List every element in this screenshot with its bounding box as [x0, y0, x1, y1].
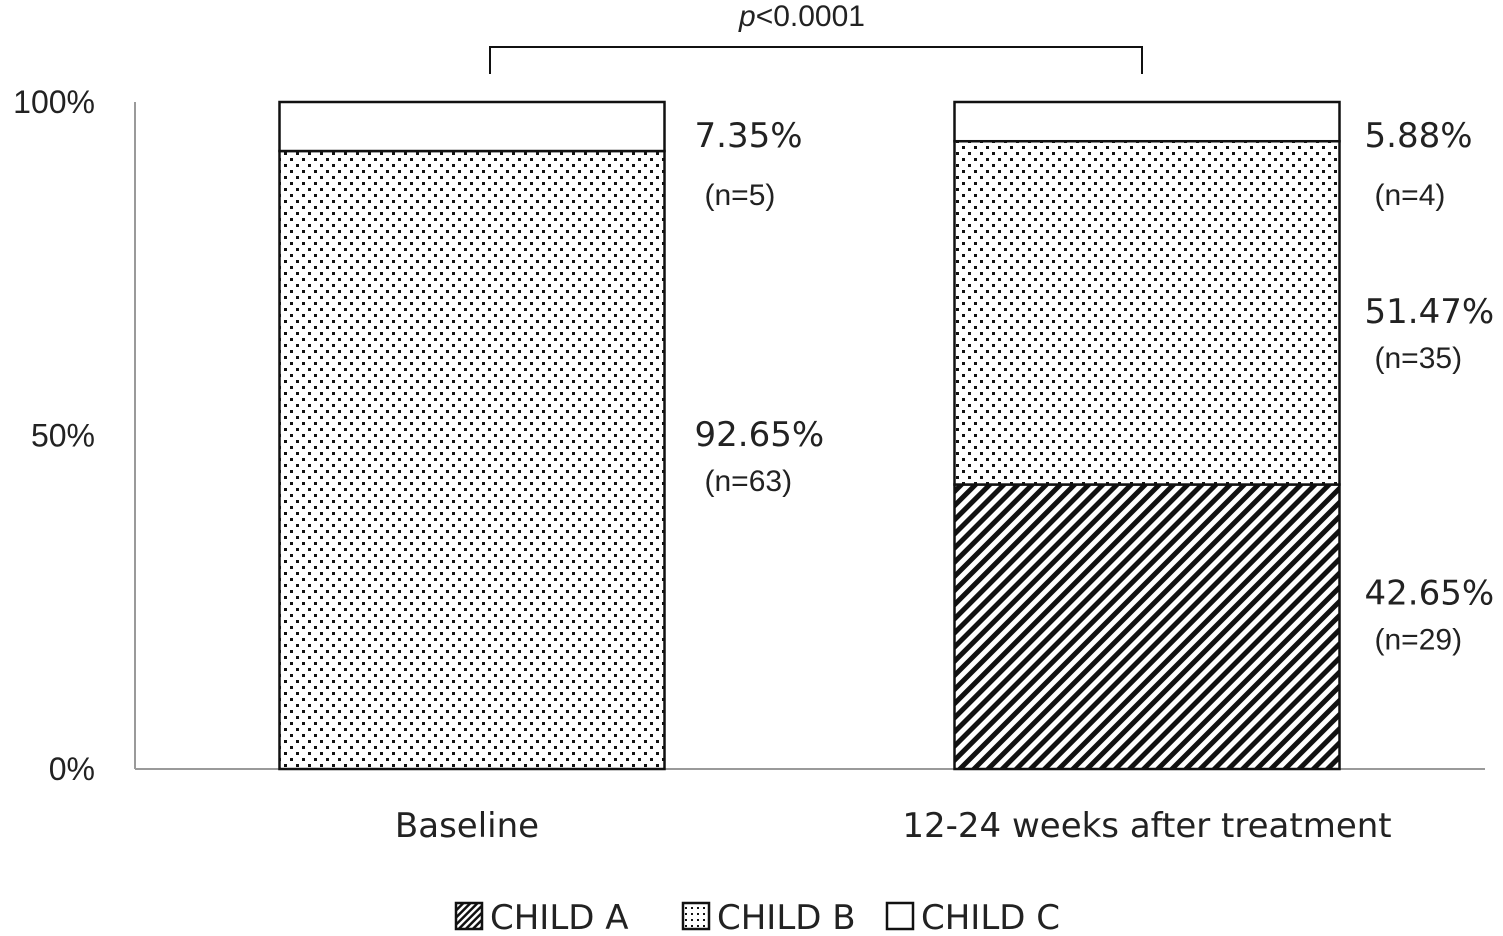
data-label-n: (n=5): [705, 179, 776, 212]
data-label-percent: 5.88%: [1365, 116, 1473, 156]
bar-segment-child-b: [278, 149, 666, 771]
bar-segment-child-c: [953, 100, 1341, 143]
significance-bracket: p<0.0001: [489, 0, 1143, 74]
x-category-label: Baseline: [395, 806, 539, 846]
y-tick-label: 100%: [13, 84, 95, 120]
bar-segment-child-a: [953, 483, 1341, 771]
data-label-n: (n=4): [1375, 179, 1446, 212]
bracket-line: [489, 46, 1143, 74]
data-label-percent: 51.47%: [1365, 292, 1495, 332]
legend-swatch: [454, 901, 484, 931]
y-tick-label: 0%: [49, 751, 95, 787]
bars: [278, 100, 1341, 771]
category-labels: Baseline 12-24 weeks after treatment: [395, 806, 1392, 846]
y-tick-labels: 0% 50% 100%: [13, 84, 95, 787]
data-labels: 92.65% (n=63) 7.35% (n=5) 42.65% (n=29) 51.47%…: [695, 116, 1495, 657]
legend-label: CHILD B: [717, 898, 856, 936]
x-category-label: 12-24 weeks after treatment: [902, 806, 1391, 846]
legend-swatch: [681, 901, 711, 931]
data-label-n: (n=63): [705, 465, 793, 498]
data-label-percent: 42.65%: [1365, 574, 1495, 614]
legend-label: CHILD A: [490, 898, 629, 936]
data-label-n: (n=35): [1375, 342, 1463, 375]
data-label-percent: 7.35%: [695, 116, 803, 156]
data-label-n: (n=29): [1375, 624, 1463, 657]
legend-label: CHILD C: [921, 898, 1060, 936]
data-label-percent: 92.65%: [695, 415, 825, 455]
bar-segment-child-c: [278, 100, 666, 153]
y-tick-label: 50%: [31, 418, 95, 454]
legend: CHILD A CHILD B CHILD C: [454, 898, 1060, 936]
p-value-label: p<0.0001: [738, 0, 865, 33]
bar-segment-child-b: [953, 139, 1341, 486]
legend-swatch: [885, 901, 915, 931]
